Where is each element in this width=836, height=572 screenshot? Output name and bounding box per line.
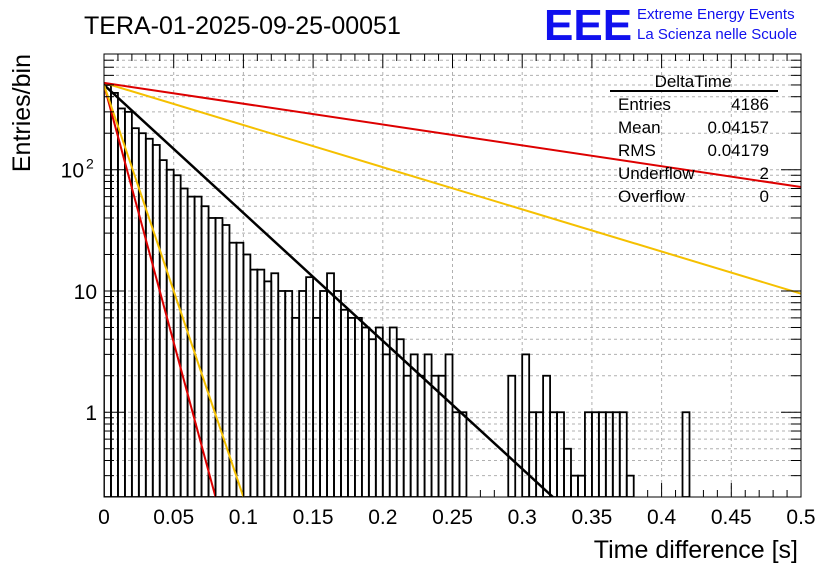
orange-shallow-line <box>104 81 801 295</box>
stats-label: RMS <box>618 141 656 160</box>
histogram-bin <box>277 290 287 497</box>
statistics-box: DeltaTime Entries 4186 Mean 0.04157 RMS 0.041… <box>610 72 778 206</box>
histogram-bin <box>618 411 628 497</box>
histogram-bin <box>416 374 426 497</box>
histogram-bin <box>193 195 203 497</box>
red-shallow-line <box>104 81 801 189</box>
x-tick-label: 0.15 <box>293 506 334 529</box>
stats-value: 4186 <box>731 95 769 114</box>
y-tick-label: 1 <box>85 402 97 425</box>
histogram-bin <box>347 316 356 497</box>
run-title: TERA-01-2025-09-25-00051 <box>84 12 401 40</box>
x-tick-label: 0.5 <box>786 506 815 529</box>
histogram-bin <box>319 290 328 497</box>
histogram-bin <box>340 308 349 497</box>
y-axis-title: Entries/bin <box>8 54 36 172</box>
histogram-bin <box>333 290 342 497</box>
histogram-bin <box>625 474 635 497</box>
histogram-bin <box>604 411 614 497</box>
histogram-bin <box>556 411 565 497</box>
x-tick-label: 0.25 <box>432 506 473 529</box>
red-steep-line <box>104 84 217 497</box>
histogram-bin <box>207 217 217 497</box>
histogram-bin <box>402 374 412 497</box>
x-tick-label: 0.35 <box>571 506 612 529</box>
reference-lines <box>104 81 801 497</box>
histogram-bin <box>507 374 517 497</box>
y-tick-label-exponent: 2 <box>86 156 94 172</box>
tick-labels: 0 0.05 0.1 0.15 0.2 0.25 0.3 0.35 0.4 0.45 0.5 1 10 1… <box>61 156 816 529</box>
histogram-bin <box>611 411 621 497</box>
histogram-bin <box>270 272 280 497</box>
histogram-bin <box>584 411 593 497</box>
histogram-bin <box>110 91 119 497</box>
grid-lines <box>104 53 801 498</box>
stats-label: Entries <box>618 95 671 114</box>
histogram-bin <box>354 316 363 497</box>
histogram-bin <box>577 474 586 497</box>
histogram-bin <box>151 144 161 497</box>
stats-title: DeltaTime <box>655 72 732 91</box>
stats-value: 2 <box>760 164 769 183</box>
x-axis-title: Time difference [s] <box>594 536 798 564</box>
histogram-bin <box>200 205 210 497</box>
histogram-bin <box>249 268 259 497</box>
histogram-bin <box>256 268 266 497</box>
x-tick-label: 0 <box>98 506 110 529</box>
histogram-bin <box>591 411 600 497</box>
axis-ticks <box>103 53 802 498</box>
stats-label: Underflow <box>618 164 695 183</box>
x-tick-label: 0.4 <box>647 506 677 529</box>
histogram-bin <box>298 290 308 497</box>
histogram-bin <box>458 411 468 497</box>
histogram-bin <box>284 290 294 497</box>
eee-logo: EEE <box>544 1 632 50</box>
orange-steep-line <box>104 84 245 497</box>
stats-label: Overflow <box>618 187 686 206</box>
org-line-2: La Scienza nelle Scuole <box>637 26 797 43</box>
histogram-bin <box>563 447 572 497</box>
x-tick-label: 0.3 <box>508 506 537 529</box>
x-tick-label: 0.45 <box>711 506 752 529</box>
histogram-bin <box>221 224 231 497</box>
histogram-bin <box>263 280 273 497</box>
histogram-bin <box>451 411 461 497</box>
x-tick-label: 0.2 <box>368 506 397 529</box>
stats-value: 0.04157 <box>708 118 769 137</box>
histogram-bin <box>528 411 538 497</box>
histogram-bin <box>158 159 168 497</box>
stats-value: 0.04179 <box>708 141 769 160</box>
histogram-bin <box>137 132 147 497</box>
histogram-bin <box>430 374 440 497</box>
histogram-bin <box>597 411 607 497</box>
histogram-bin <box>542 374 551 497</box>
histogram-bin-isolated <box>681 411 691 497</box>
histogram-bin <box>235 241 245 497</box>
histogram-bars <box>104 84 691 497</box>
stats-value: 0 <box>760 187 769 206</box>
histogram-bin <box>326 272 335 497</box>
y-tick-label: 10 <box>74 281 97 304</box>
y-tick-label: 10 <box>61 160 84 183</box>
histogram-bin <box>291 316 301 497</box>
histogram-bin <box>312 316 321 497</box>
org-line-1: Extreme Energy Events <box>637 6 795 23</box>
x-tick-label: 0.1 <box>229 506 258 529</box>
histogram-bin <box>214 217 224 497</box>
histogram-bin <box>179 187 189 497</box>
exponential-fit-line <box>104 84 554 497</box>
x-tick-label: 0.05 <box>153 506 194 529</box>
histogram-bin <box>570 474 579 497</box>
stats-label: Mean <box>618 118 661 137</box>
histogram-bin <box>549 411 558 497</box>
